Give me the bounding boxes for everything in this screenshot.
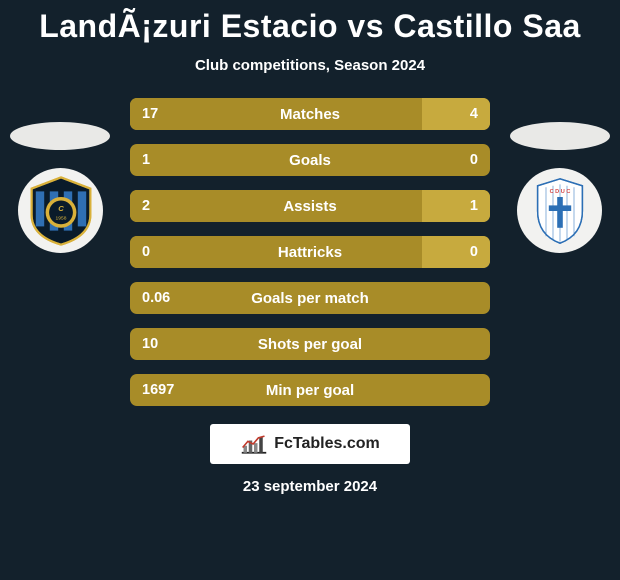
stat-value-left: 10 [142, 336, 158, 352]
team-right-badge: C D U C [517, 168, 602, 253]
svg-text:C D U C: C D U C [549, 188, 570, 194]
stat-value-right: 0 [470, 152, 478, 168]
stat-value-left: 0.06 [142, 290, 170, 306]
fctables-watermark: FcTables.com [210, 424, 410, 464]
stat-bar-left [130, 282, 490, 314]
season-subtitle: Club competitions, Season 2024 [0, 57, 620, 74]
stat-bar-right [422, 98, 490, 130]
stat-row: Hattricks00 [130, 236, 490, 268]
stat-row: Goals per match0.06 [130, 282, 490, 314]
stat-bar-left [130, 190, 422, 222]
stat-bar-left [130, 98, 422, 130]
stat-row: Goals10 [130, 144, 490, 176]
stat-bar-right [422, 236, 490, 268]
stat-value-right: 4 [470, 106, 478, 122]
stat-row: Min per goal1697 [130, 374, 490, 406]
svg-text:1958: 1958 [55, 215, 66, 221]
generated-date: 23 september 2024 [0, 478, 620, 495]
stat-bar-left [130, 144, 490, 176]
stat-value-right: 0 [470, 244, 478, 260]
player-right-shadow [510, 122, 610, 150]
svg-text:C: C [58, 204, 64, 213]
universidad-catolica-icon: C D U C [530, 176, 590, 246]
fctables-label: FcTables.com [274, 435, 380, 453]
independiente-del-valle-icon: C 1958 [26, 176, 96, 246]
player-left-shadow [10, 122, 110, 150]
page-title: LandÃ¡zuri Estacio vs Castillo Saa [0, 0, 620, 45]
stat-row: Shots per goal10 [130, 328, 490, 360]
stat-value-left: 17 [142, 106, 158, 122]
stat-value-left: 1697 [142, 382, 174, 398]
bar-chart-icon [240, 433, 268, 455]
stat-row: Assists21 [130, 190, 490, 222]
stat-bar-left [130, 374, 490, 406]
stat-bar-left [130, 328, 490, 360]
stat-value-left: 2 [142, 198, 150, 214]
stat-bar-right [422, 190, 490, 222]
stat-value-left: 1 [142, 152, 150, 168]
stat-value-left: 0 [142, 244, 150, 260]
stat-row: Matches174 [130, 98, 490, 130]
team-left-badge: C 1958 [18, 168, 103, 253]
stat-bar-left [130, 236, 422, 268]
stats-rows: Matches174Goals10Assists21Hattricks00Goa… [130, 98, 490, 406]
stat-value-right: 1 [470, 198, 478, 214]
comparison-panel: C 1958 C D U C Matches174Goals10Assists2… [0, 98, 620, 406]
